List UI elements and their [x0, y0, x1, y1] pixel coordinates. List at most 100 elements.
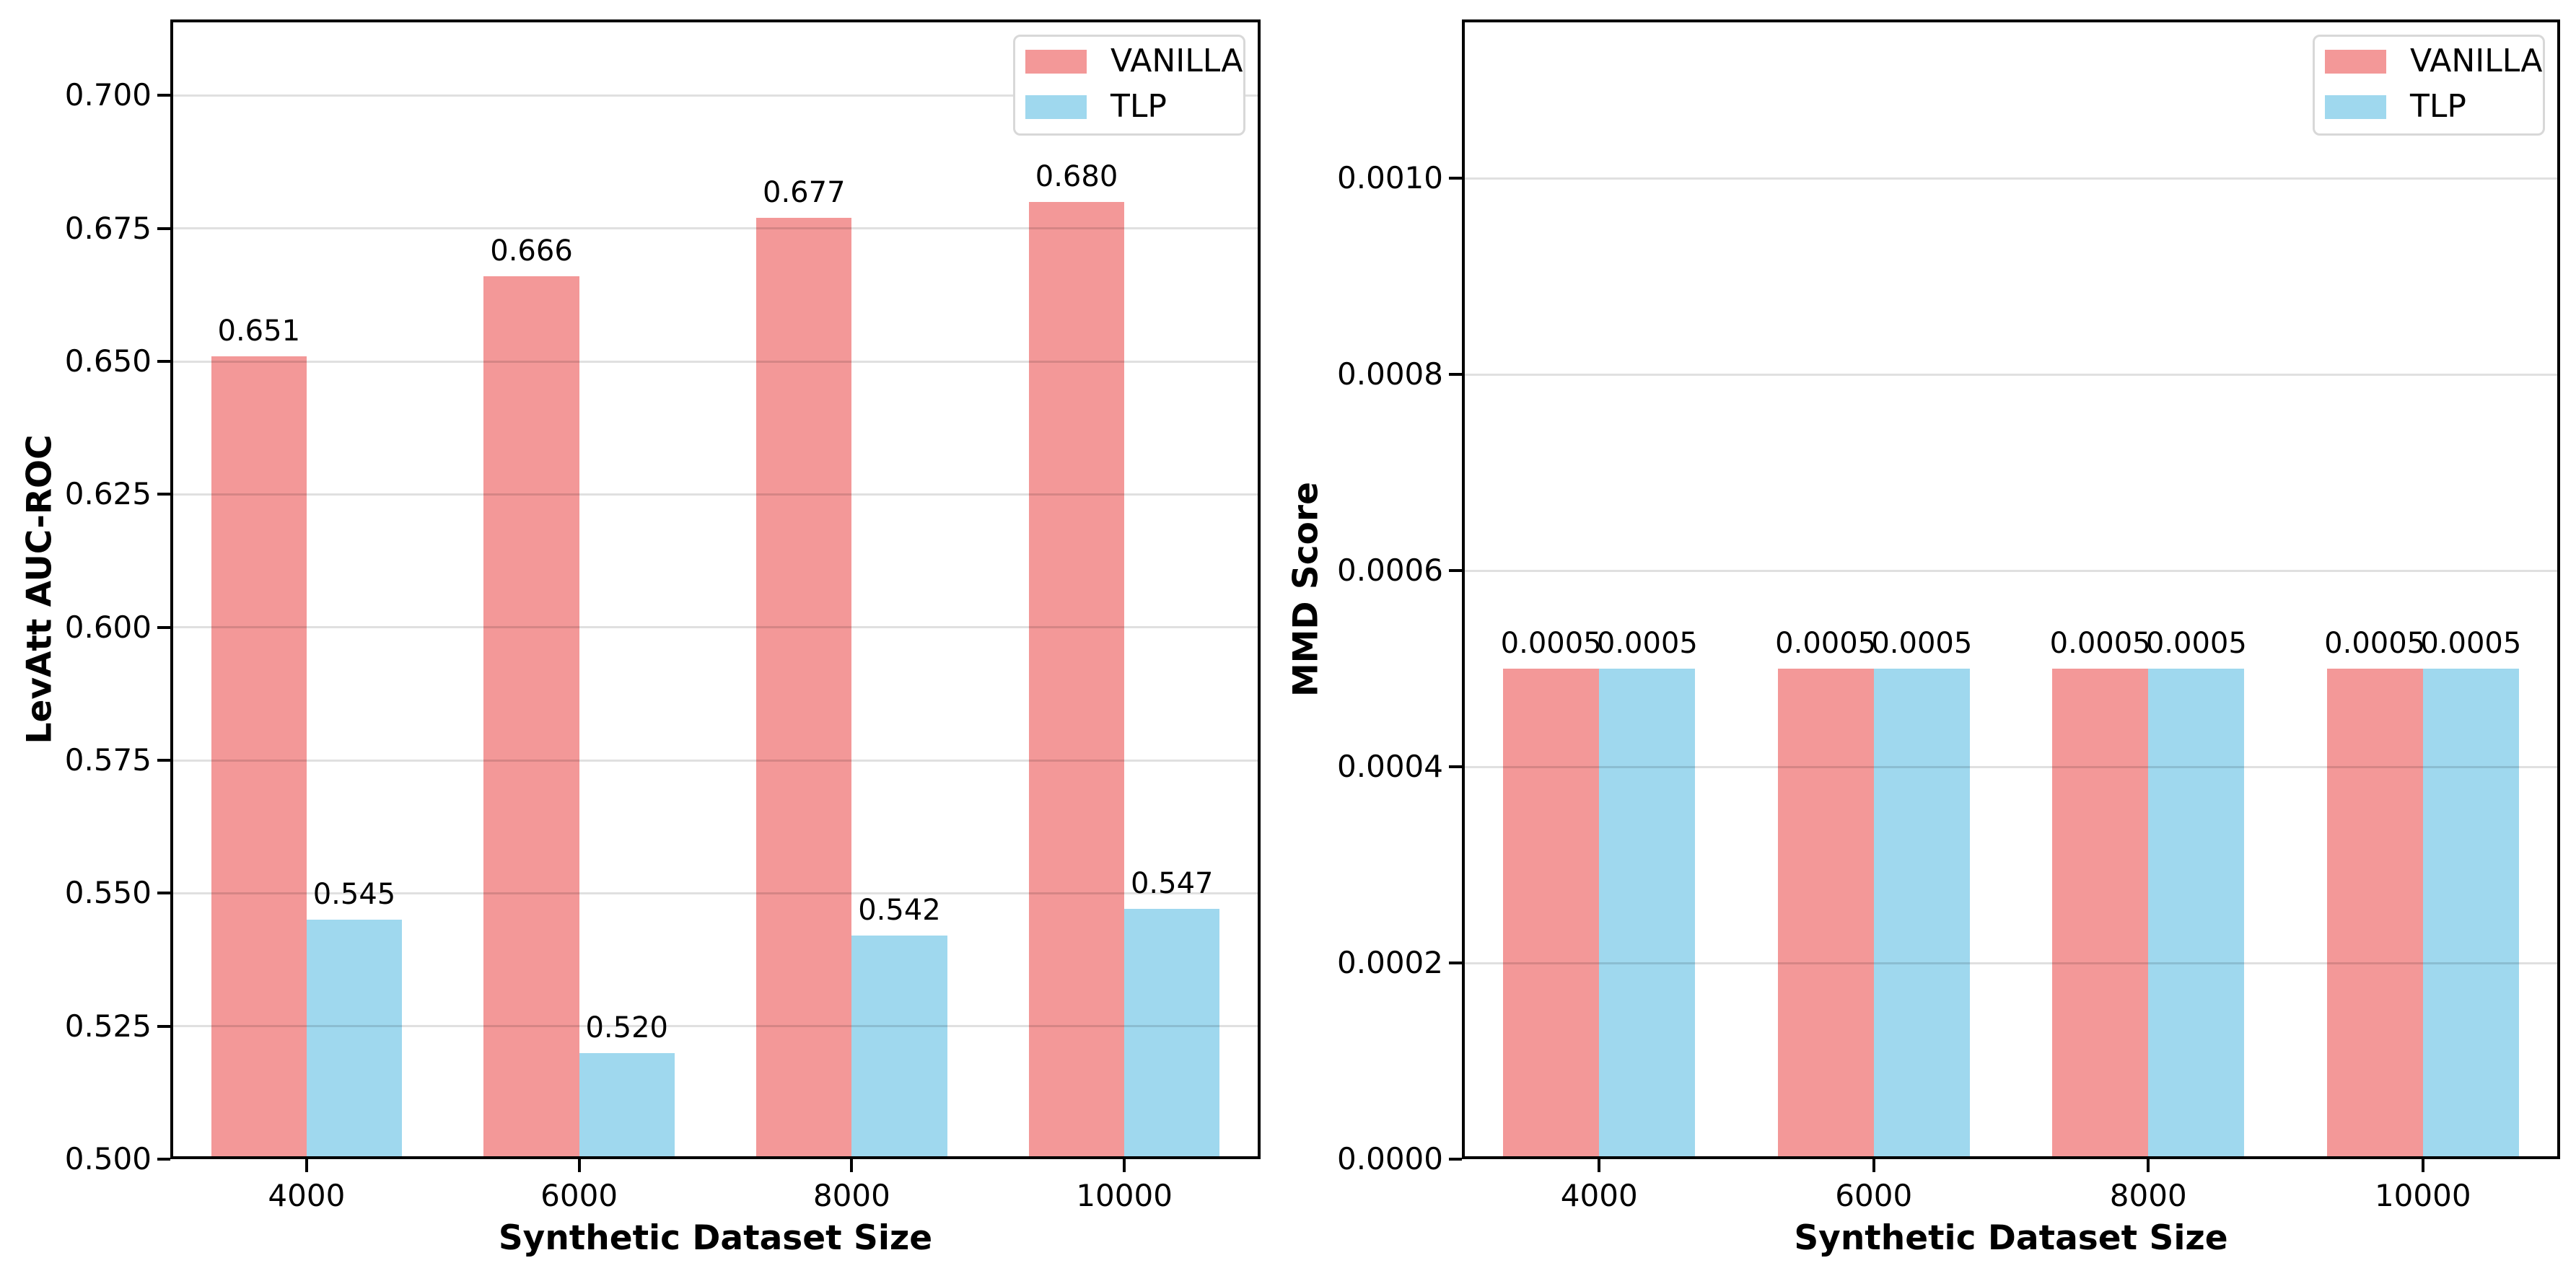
y-tick	[157, 226, 170, 230]
bar-value-label: 0.545	[312, 878, 396, 912]
bar-vanilla-4000	[1503, 669, 1600, 1159]
legend-label-tlp: TLP	[2410, 88, 2466, 125]
y-tick-label: 0.650	[64, 343, 152, 379]
x-tick-label: 4000	[268, 1178, 346, 1213]
y-tick-label: 0.0006	[1337, 553, 1443, 589]
y-tick	[157, 1024, 170, 1028]
x-tick	[1123, 1159, 1126, 1172]
bar-tlp-10000	[1124, 909, 1220, 1159]
y-tick-label: 0.500	[64, 1141, 152, 1176]
bar-value-label: 0.680	[1035, 159, 1118, 193]
x-tick-label: 4000	[1560, 1178, 1638, 1213]
y-tick	[157, 892, 170, 895]
bar-value-label: 0.0005	[2420, 627, 2522, 661]
x-tick	[2147, 1159, 2150, 1172]
y-tick-label: 0.0000	[1337, 1141, 1443, 1176]
bar-value-label: 0.0005	[2145, 627, 2247, 661]
axes-frame	[1462, 19, 2560, 1159]
bar-value-label: 0.677	[763, 176, 846, 209]
legend-swatch-tlp	[1025, 94, 1087, 119]
y-tick	[1449, 1158, 1462, 1161]
x-tick-label: 6000	[1835, 1178, 1913, 1213]
x-tick-label: 8000	[812, 1178, 890, 1213]
x-tick	[1872, 1159, 1875, 1172]
bar-value-label: 0.0005	[2324, 627, 2426, 661]
bar-vanilla-10000	[1028, 201, 1125, 1159]
gridline	[1462, 765, 2560, 768]
bar-vanilla-8000	[756, 218, 852, 1159]
x-axis-label: Synthetic Dataset Size	[498, 1218, 933, 1258]
x-axis-label: Synthetic Dataset Size	[1794, 1218, 2228, 1258]
gridline	[170, 892, 1261, 894]
gridline	[170, 227, 1261, 230]
gridline	[1462, 569, 2560, 572]
x-tick-label: 6000	[540, 1178, 618, 1213]
bar-tlp-8000	[2148, 669, 2245, 1159]
bar-tlp-4000	[306, 920, 403, 1159]
gridline	[1462, 962, 2560, 964]
x-tick-label: 10000	[1076, 1178, 1173, 1213]
y-tick-label: 0.675	[64, 210, 152, 246]
y-tick	[157, 360, 170, 364]
bar-value-label: 0.547	[1130, 867, 1214, 901]
bar-value-label: 0.0005	[2049, 627, 2151, 661]
x-tick	[305, 1159, 308, 1172]
legend-swatch-vanilla	[1025, 49, 1087, 74]
bar-tlp-4000	[1599, 669, 1696, 1159]
bar-value-label: 0.666	[490, 234, 573, 268]
bar-value-label: 0.0005	[1500, 627, 1602, 661]
gridline	[170, 626, 1261, 629]
gridline	[170, 94, 1261, 97]
y-tick-label: 0.0004	[1337, 749, 1443, 785]
y-tick	[1449, 962, 1462, 965]
x-tick-label: 8000	[2109, 1178, 2187, 1213]
y-tick	[1449, 177, 1462, 180]
bar-vanilla-8000	[2052, 669, 2149, 1159]
bar-value-label: 0.0005	[1596, 627, 1698, 661]
bar-vanilla-4000	[211, 356, 307, 1159]
y-tick-label: 0.700	[64, 77, 152, 113]
bar-tlp-6000	[1873, 669, 1970, 1159]
legend-swatch-vanilla	[2325, 49, 2386, 74]
bar-tlp-10000	[2422, 669, 2519, 1159]
axes-frame	[170, 19, 1261, 1159]
y-tick-label: 0.600	[64, 609, 152, 645]
y-tick	[157, 625, 170, 629]
y-tick	[1449, 765, 1462, 769]
gridline	[1462, 373, 2560, 376]
y-axis-label: MMD Score	[1286, 482, 1326, 697]
y-tick-label: 0.550	[64, 875, 152, 911]
gridline	[170, 493, 1261, 496]
bar-tlp-8000	[851, 936, 947, 1159]
y-tick-label: 0.525	[64, 1008, 152, 1044]
bar-value-label: 0.0005	[1871, 627, 1973, 661]
y-tick	[157, 94, 170, 97]
y-tick-label: 0.0008	[1337, 356, 1443, 392]
bar-value-label: 0.542	[858, 894, 941, 928]
y-tick-label: 0.625	[64, 476, 152, 512]
x-tick	[577, 1159, 581, 1172]
legend-label-vanilla: VANILLA	[2410, 43, 2543, 79]
gridline	[170, 1025, 1261, 1028]
bar-vanilla-6000	[1777, 669, 1874, 1159]
legend-label-tlp: TLP	[1110, 88, 1167, 125]
bar-tlp-6000	[579, 1052, 675, 1159]
x-tick	[2421, 1159, 2424, 1172]
bar-value-label: 0.651	[217, 314, 301, 348]
bar-value-label: 0.0005	[1775, 627, 1877, 661]
legend-swatch-tlp	[2325, 94, 2386, 119]
gridline	[170, 759, 1261, 762]
y-tick	[1449, 569, 1462, 573]
bar-vanilla-10000	[2326, 669, 2423, 1159]
legend-label-vanilla: VANILLA	[1110, 43, 1243, 79]
y-tick	[157, 1158, 170, 1161]
y-tick	[1449, 373, 1462, 377]
gridline	[170, 360, 1261, 363]
bar-value-label: 0.520	[585, 1011, 668, 1044]
bar-vanilla-6000	[483, 276, 579, 1159]
y-tick-label: 0.0002	[1337, 945, 1443, 981]
y-tick	[157, 493, 170, 496]
